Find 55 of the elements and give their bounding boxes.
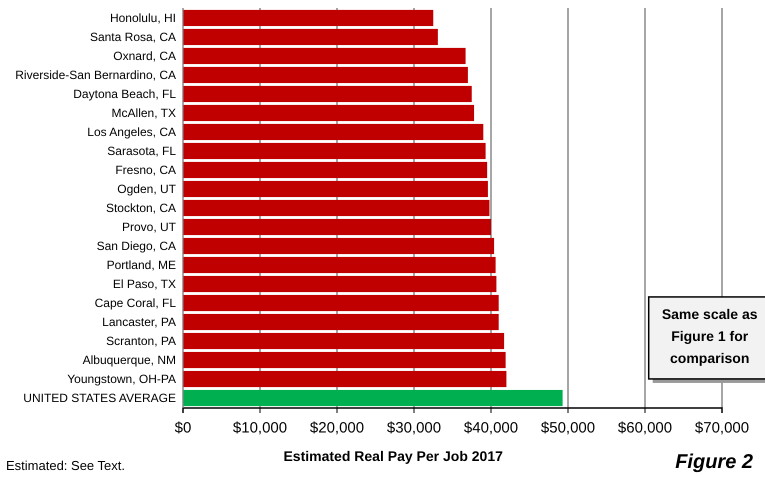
bar <box>183 370 506 388</box>
y-tick-label: Sarasota, FL <box>107 144 176 158</box>
bar <box>183 390 563 406</box>
bar <box>183 294 499 312</box>
caption: Figure 2 <box>675 451 753 473</box>
x-tick-label: $10,000 <box>232 420 288 436</box>
y-tick-label: San Diego, CA <box>96 238 176 253</box>
x-tick-label: $20,000 <box>310 420 364 436</box>
bar <box>183 66 468 84</box>
text: Estimated: See Text. <box>6 458 125 473</box>
bar <box>183 142 486 160</box>
y-tick-label: Honolulu, HI <box>110 10 176 25</box>
note-box: Same scale as Figure 1 for comparison <box>648 296 765 383</box>
bar <box>183 218 491 236</box>
bar <box>183 256 496 274</box>
x-tick-label: $50,000 <box>540 420 596 436</box>
y-tick-label: Riverside-San Bernardino, CA <box>15 68 176 82</box>
y-tick-label: Scranton, PA <box>106 334 176 348</box>
y-tick-label: Provo, UT <box>122 220 177 234</box>
y-tick-label: Lancaster, PA <box>102 314 176 329</box>
bar <box>183 352 506 368</box>
y-tick-label: Oxnard, CA <box>113 48 176 63</box>
bar <box>183 314 499 330</box>
bar <box>183 86 472 102</box>
x-tick-label: $0 <box>174 420 192 436</box>
x-tick-label: $40,000 <box>464 420 518 436</box>
y-tick-label: UNITED STATES AVERAGE <box>23 390 176 405</box>
y-tick-label: Cape Coral, FL <box>94 296 176 310</box>
x-axis-title: Estimated Real Pay Per Job 2017 <box>283 448 504 464</box>
bar <box>183 162 488 178</box>
y-tick-label: Santa Rosa, CA <box>90 30 176 44</box>
y-tick-label: McAllen, TX <box>112 106 176 120</box>
y-tick-label: Daytona Beach, FL <box>73 86 176 101</box>
bar <box>183 238 494 254</box>
y-tick-label: Fresno, CA <box>115 162 176 177</box>
bar <box>183 10 434 26</box>
y-tick-label: El Paso, TX <box>112 276 176 291</box>
bar <box>183 180 488 198</box>
bar <box>183 28 438 46</box>
y-tick-label: Youngstown, OH-PA <box>67 372 176 386</box>
x-tick-label: $70,000 <box>694 420 750 436</box>
y-tick-label: Stockton, CA <box>106 200 176 215</box>
annotation: Same scale as Figure 1 for comparison <box>662 306 758 366</box>
x-tick-label: $30,000 <box>386 420 442 436</box>
bar <box>183 48 466 64</box>
bar <box>183 104 474 122</box>
x-tick-label: $60,000 <box>618 420 672 436</box>
bar <box>183 200 490 216</box>
y-tick-label: Portland, ME <box>106 258 176 272</box>
y-tick-label: Albuquerque, NM <box>82 352 176 367</box>
bar <box>183 332 504 350</box>
bar <box>183 276 496 292</box>
bar <box>183 124 484 140</box>
y-tick-label: Los Angeles, CA <box>87 124 176 139</box>
y-tick-label: Ogden, UT <box>117 182 177 196</box>
